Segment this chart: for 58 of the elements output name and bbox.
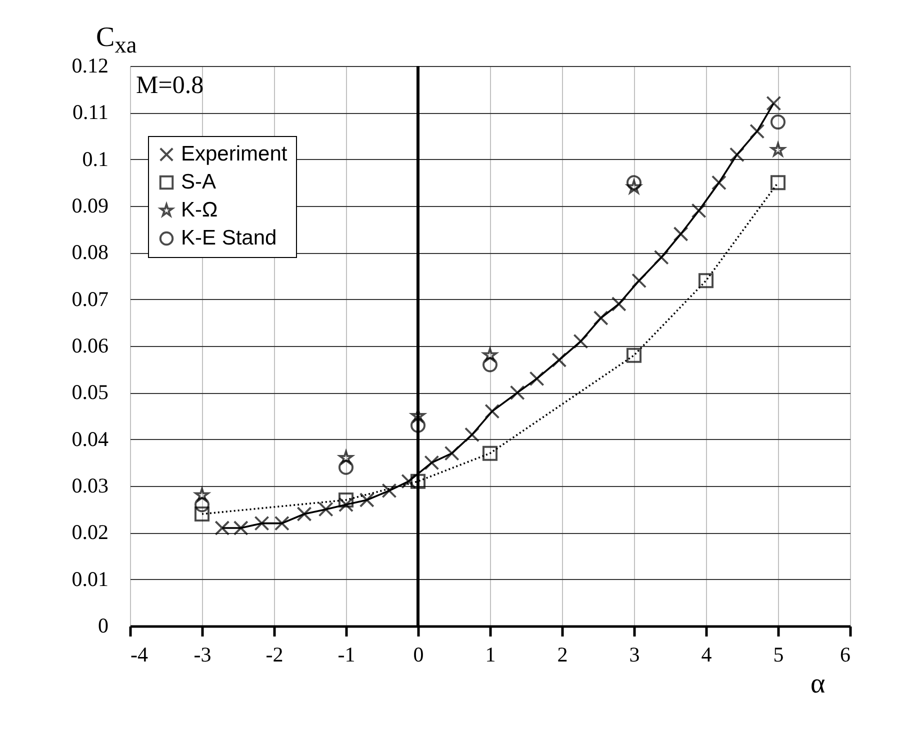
x-tick-label: 1 [485, 642, 496, 666]
point [338, 450, 354, 464]
y-tick-label: 0.04 [72, 426, 109, 451]
x-tick-label: -1 [338, 642, 356, 666]
x-tick-label: -3 [194, 642, 212, 666]
y-tick-label: 0.01 [72, 566, 108, 591]
point [626, 348, 642, 363]
legend-label: K-E Stand [181, 226, 277, 250]
y-tick-label: 0.06 [72, 334, 108, 358]
x-tick-label: 4 [701, 642, 712, 666]
y-tick-label: 0.03 [72, 474, 108, 498]
y-tick-label: 0.08 [72, 240, 108, 264]
point [296, 506, 312, 522]
point [482, 446, 498, 461]
point [194, 488, 210, 502]
x-axis-title: α [810, 668, 826, 700]
x-tick-label: 3 [629, 642, 640, 666]
point [766, 96, 782, 111]
point [214, 520, 230, 536]
point [338, 492, 354, 508]
y-tick-label: 0 [98, 614, 108, 638]
point [673, 226, 688, 242]
point [410, 418, 426, 433]
point [359, 492, 374, 508]
point [382, 483, 397, 498]
annotation: M=0.8 [136, 72, 204, 100]
y-tick-label: 0.02 [72, 520, 108, 544]
y-tick-label: 0.05 [72, 380, 108, 404]
point [318, 502, 334, 517]
y-tick-label: 0.09 [72, 194, 108, 218]
point [626, 175, 642, 190]
point [698, 273, 714, 288]
point [194, 506, 210, 522]
point [626, 180, 642, 194]
point [274, 516, 290, 531]
point [338, 460, 354, 475]
point [410, 474, 426, 489]
x-tick-label: 0 [413, 642, 424, 666]
point [770, 142, 786, 156]
point [482, 357, 498, 372]
point [482, 348, 498, 362]
point [254, 516, 270, 531]
point [338, 497, 354, 512]
x-tick-label: -4 [130, 642, 148, 666]
legend-label: Experiment [181, 142, 288, 166]
point [770, 114, 786, 130]
x-tick-label: 5 [773, 642, 784, 666]
x-tick-label: -2 [266, 642, 284, 666]
legend-label: S-A [181, 170, 216, 194]
x-tick-label: 6 [840, 642, 850, 666]
point [770, 175, 786, 190]
y-tick-label: 0.11 [72, 100, 108, 124]
y-tick-label: 0.07 [72, 286, 108, 311]
x-tick-label: 2 [557, 642, 568, 666]
point [194, 497, 210, 512]
y-tick-label: 0.1 [82, 146, 108, 171]
legend-label: K-Ω [181, 198, 218, 222]
point [233, 520, 248, 536]
